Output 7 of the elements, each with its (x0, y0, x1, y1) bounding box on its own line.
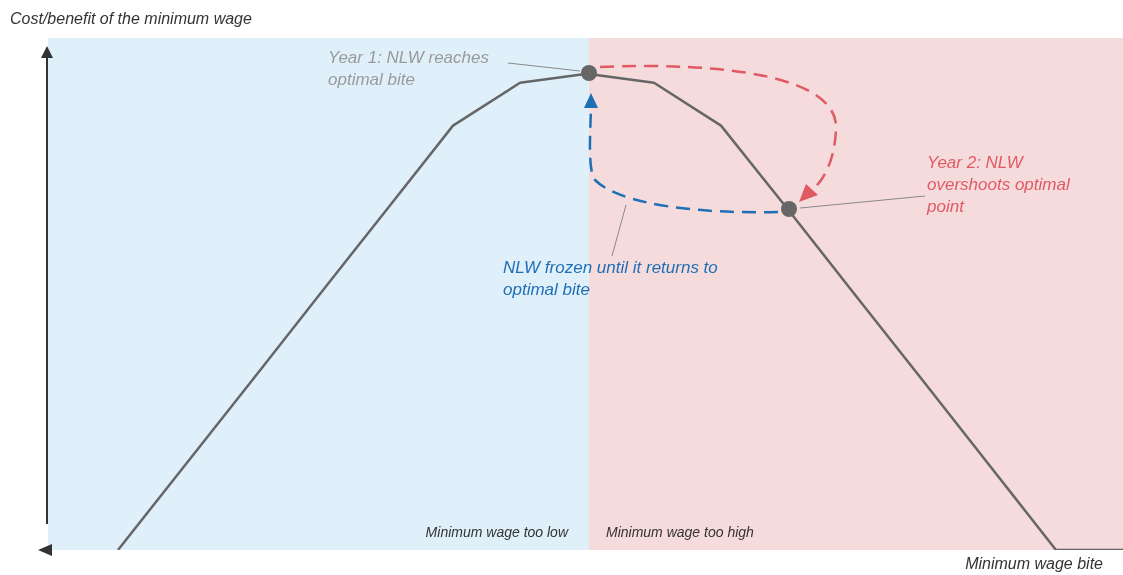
annotation: Year 2: NLW overshoots optimal point (927, 152, 1071, 218)
annotation: Minimum wage too low (424, 523, 568, 542)
annotation: Minimum wage too high (606, 523, 755, 542)
x-axis-title: Minimum wage bite (965, 555, 1103, 573)
annotation: NLW frozen until it returns to optimal bite (503, 257, 719, 301)
annotation: Year 1: NLW reaches optimal bite (328, 47, 490, 91)
y-axis-title: Cost/benefit of the minimum wage (10, 10, 252, 28)
